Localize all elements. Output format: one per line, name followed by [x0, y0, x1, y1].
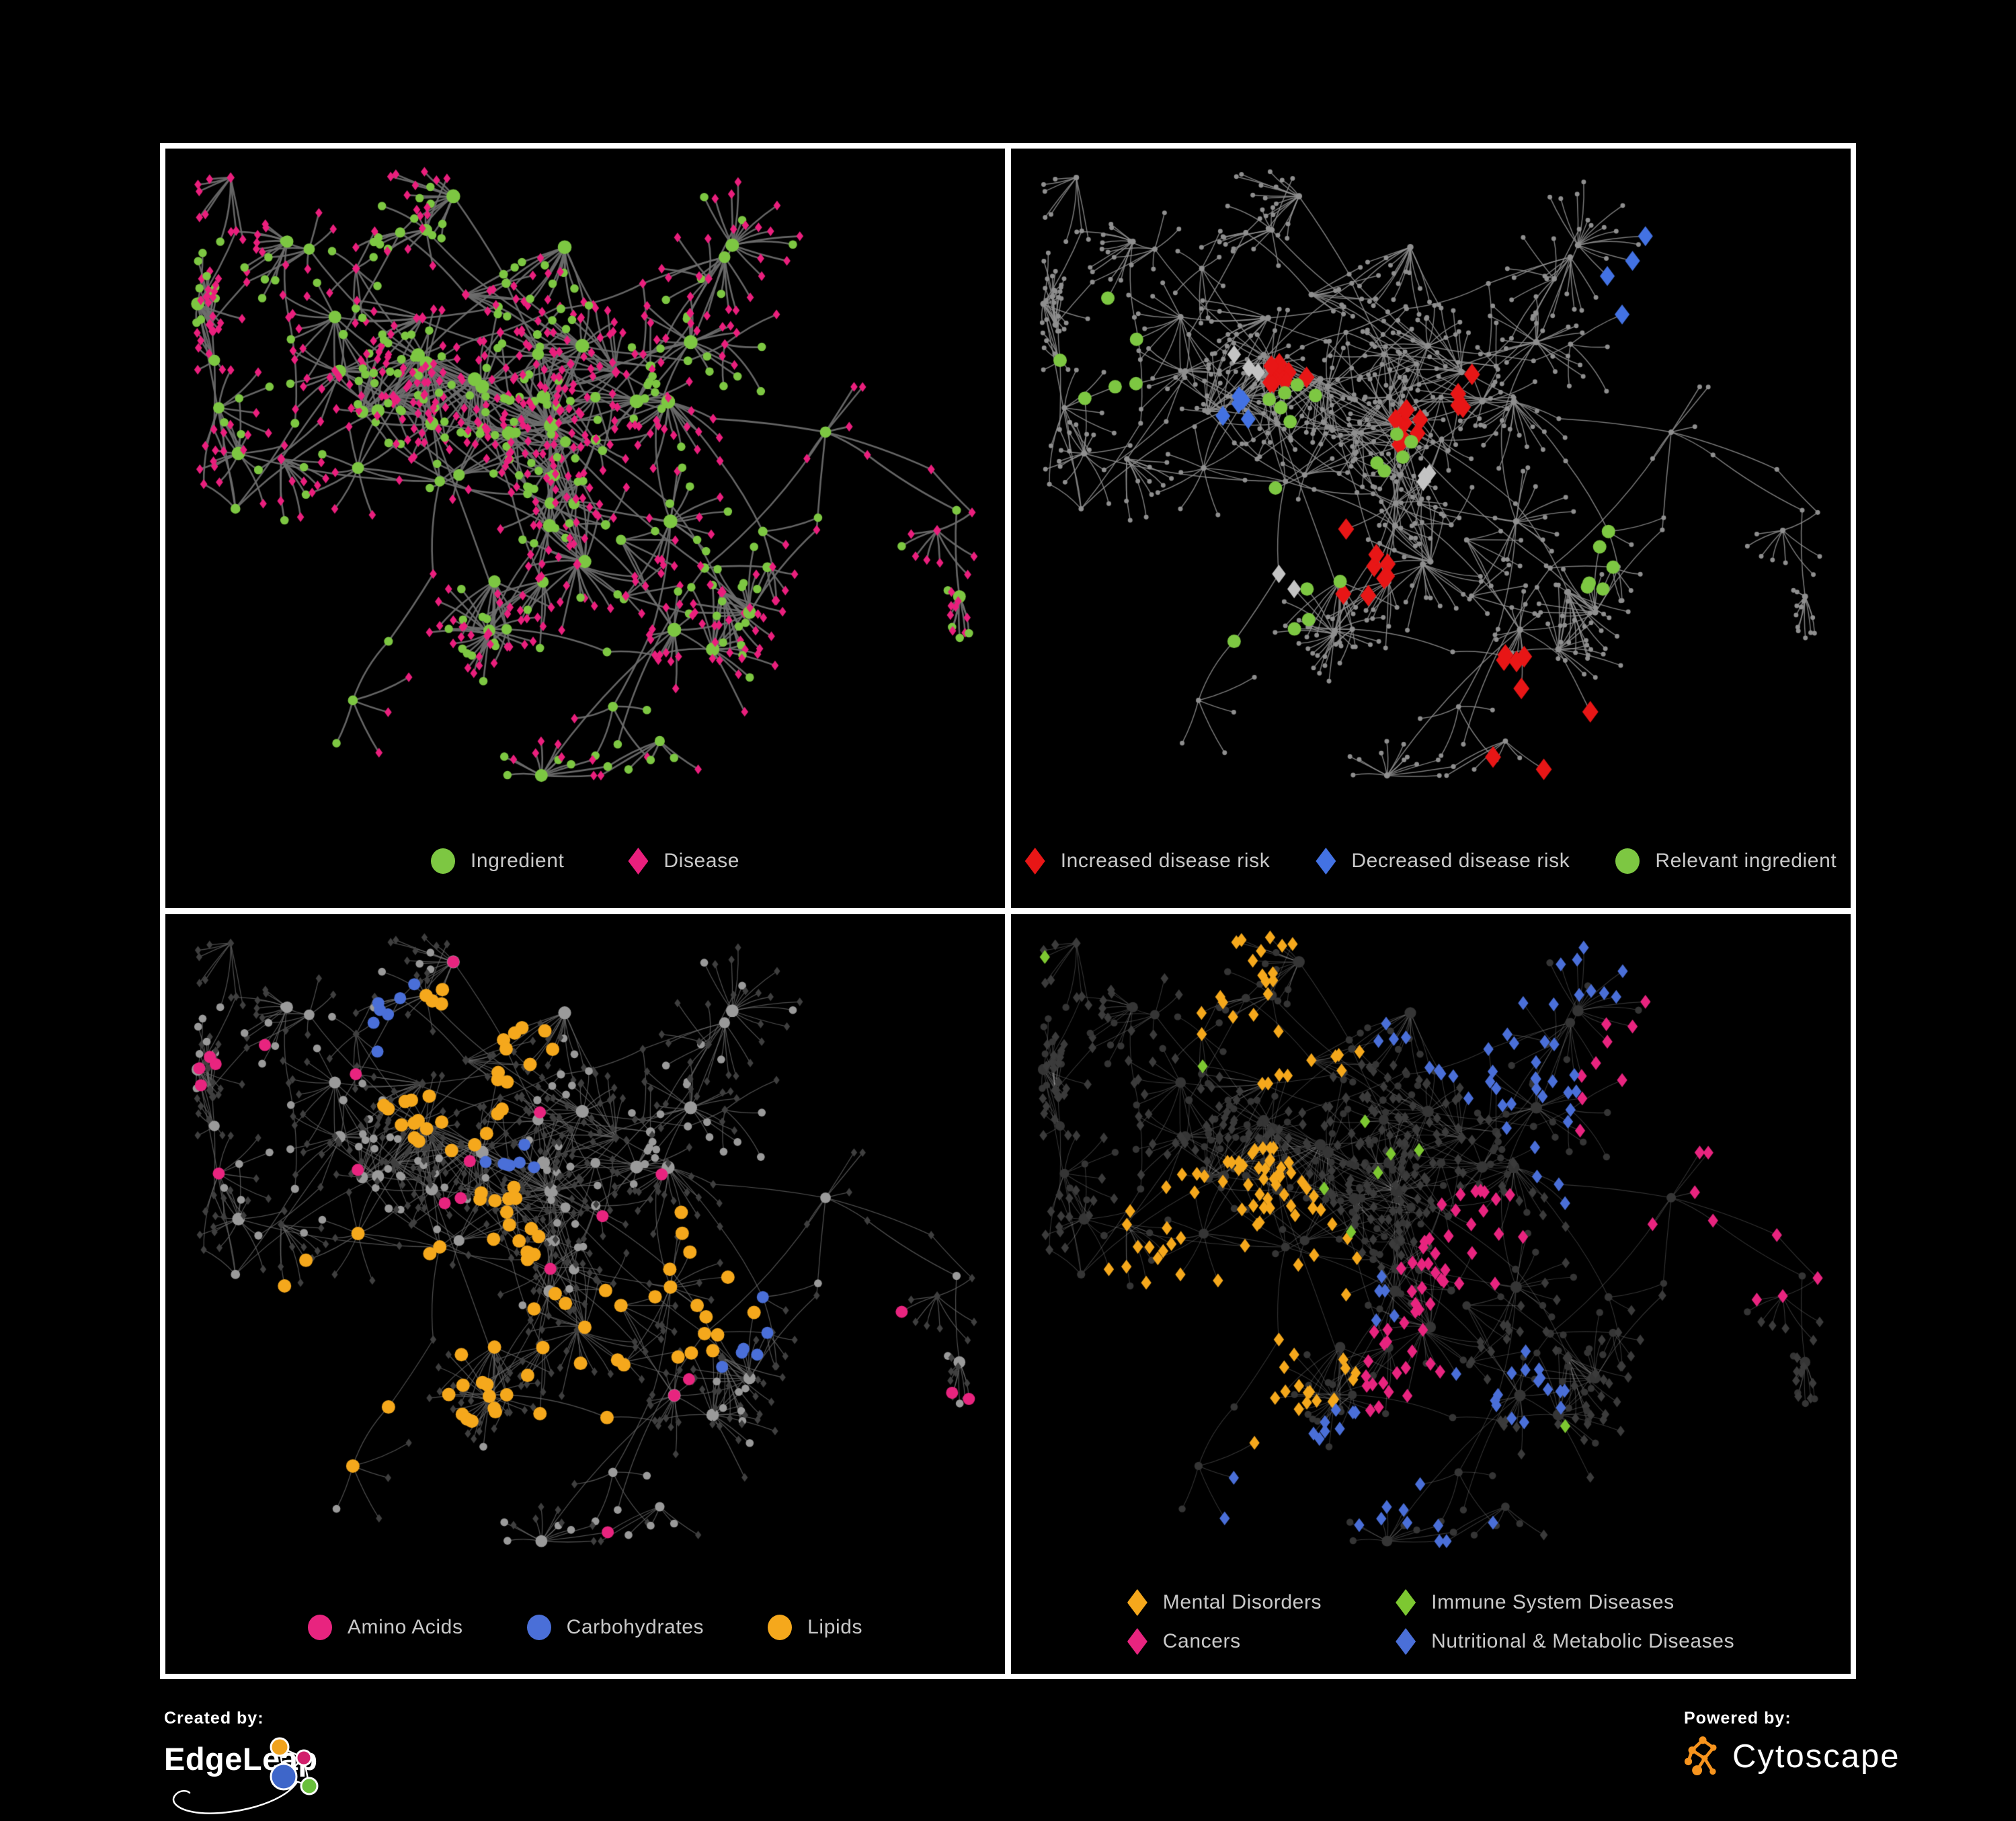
- legend-item-label: Cancers: [1162, 1630, 1241, 1652]
- legend-marker-diamond: [628, 848, 649, 875]
- legend-item-label: Nutritional & Metabolic Diseases: [1431, 1630, 1735, 1652]
- legend-marker-circle: [1615, 848, 1640, 874]
- legend-item: Amino Acids: [307, 1615, 463, 1640]
- legend-item-label: Relevant ingredient: [1655, 850, 1837, 872]
- legend-item-label: Amino Acids: [347, 1616, 463, 1638]
- legend-item: Carbohydrates: [526, 1615, 704, 1640]
- panel-disease-risk: Increased disease risk Decreased disease…: [1011, 149, 1851, 908]
- legend-item-label: Carbohydrates: [566, 1616, 704, 1638]
- legend-ingredient-disease: Ingredient Disease: [165, 848, 1005, 875]
- legend-marker-circle: [307, 1615, 332, 1640]
- legend-item-label: Mental Disorders: [1162, 1591, 1322, 1613]
- legend-item: Cancers: [1127, 1628, 1322, 1655]
- cytoscape-logo-icon: [1684, 1736, 1717, 1775]
- legend-nutrient-classes: Amino Acids Carbohydrates Lipids: [165, 1615, 1005, 1640]
- legend-item: Ingredient: [430, 848, 565, 874]
- legend-marker-diamond: [1024, 848, 1045, 875]
- network-canvas-ingredient-disease: [165, 149, 1005, 908]
- legend-item-label: Lipids: [807, 1616, 863, 1638]
- edgeleap-logo: EdgeLeap: [164, 1731, 487, 1814]
- created-by-label: Created by:: [164, 1709, 264, 1728]
- cytoscape-branding: Powered by: Cytoscape: [1684, 1709, 1900, 1778]
- legend-item: Relevant ingredient: [1615, 848, 1837, 874]
- legend-marker-diamond: [1396, 1589, 1416, 1616]
- legend-item: Immune System Diseases: [1396, 1589, 1734, 1616]
- legend-item: Increased disease risk: [1024, 848, 1271, 875]
- legend-item: Nutritional & Metabolic Diseases: [1396, 1628, 1734, 1655]
- edgeleap-branding: Created by: EdgeLeap: [164, 1709, 487, 1814]
- legend-item: Mental Disorders: [1127, 1589, 1322, 1616]
- legend-item-label: Decreased disease risk: [1351, 850, 1570, 872]
- legend-disease-categories: Mental Disorders Immune System Diseases …: [1127, 1589, 1734, 1655]
- legend-item-label: Disease: [663, 850, 740, 872]
- panel-ingredient-disease: Ingredient Disease: [165, 149, 1005, 908]
- cytoscape-wordmark: Cytoscape: [1732, 1738, 1900, 1775]
- network-canvas-disease-categories: [1011, 914, 1851, 1674]
- figure-grid: Ingredient Disease Increased disease ris…: [160, 143, 1856, 1679]
- legend-item-label: Ingredient: [470, 850, 565, 872]
- legend-marker-diamond: [1396, 1628, 1416, 1655]
- legend-disease-risk: Increased disease risk Decreased disease…: [1011, 848, 1851, 875]
- cytoscape-logo: Cytoscape: [1684, 1735, 1900, 1778]
- legend-marker-circle: [430, 848, 455, 874]
- legend-marker-circle: [526, 1615, 551, 1640]
- legend-marker-diamond: [1316, 848, 1336, 875]
- legend-item: Lipids: [768, 1615, 862, 1640]
- legend-item: Decreased disease risk: [1316, 848, 1570, 875]
- panel-nutrient-classes: Amino Acids Carbohydrates Lipids: [165, 914, 1005, 1674]
- legend-item-label: Increased disease risk: [1060, 850, 1271, 872]
- network-canvas-disease-risk: [1011, 149, 1851, 908]
- powered-by-label: Powered by:: [1684, 1709, 1791, 1728]
- legend-item: Disease: [628, 848, 739, 875]
- legend-marker-circle: [768, 1615, 793, 1640]
- legend-item-label: Immune System Diseases: [1431, 1591, 1675, 1613]
- legend-marker-diamond: [1127, 1628, 1147, 1655]
- panel-disease-categories: Mental Disorders Immune System Diseases …: [1011, 914, 1851, 1674]
- legend-marker-diamond: [1127, 1589, 1147, 1616]
- network-canvas-nutrient-classes: [165, 914, 1005, 1674]
- edgeleap-wordmark: EdgeLeap: [164, 1741, 318, 1777]
